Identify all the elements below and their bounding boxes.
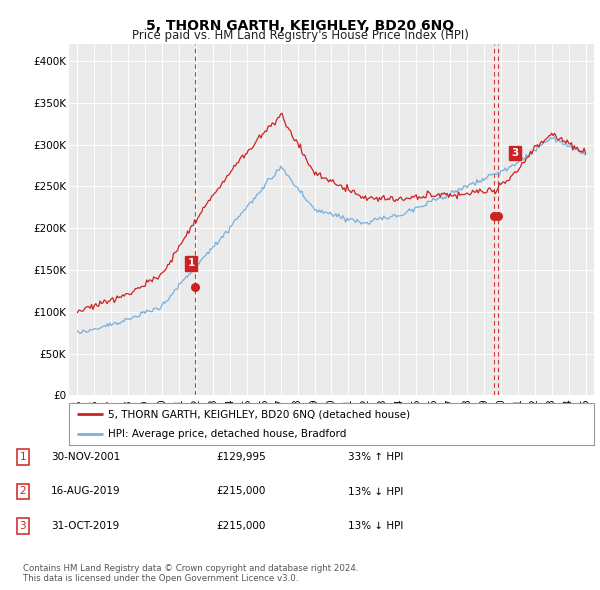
Text: 33% ↑ HPI: 33% ↑ HPI <box>348 453 403 462</box>
Text: Price paid vs. HM Land Registry's House Price Index (HPI): Price paid vs. HM Land Registry's House … <box>131 30 469 42</box>
Text: 3: 3 <box>19 521 26 530</box>
Text: £129,995: £129,995 <box>216 453 266 462</box>
Text: HPI: Average price, detached house, Bradford: HPI: Average price, detached house, Brad… <box>109 429 347 439</box>
Text: 2: 2 <box>19 487 26 496</box>
Text: £215,000: £215,000 <box>216 521 265 530</box>
Text: £215,000: £215,000 <box>216 487 265 496</box>
Text: 1: 1 <box>188 258 195 268</box>
Text: 13% ↓ HPI: 13% ↓ HPI <box>348 487 403 496</box>
Text: 3: 3 <box>511 148 518 158</box>
Text: Contains HM Land Registry data © Crown copyright and database right 2024.
This d: Contains HM Land Registry data © Crown c… <box>23 563 358 583</box>
Text: 5, THORN GARTH, KEIGHLEY, BD20 6NQ (detached house): 5, THORN GARTH, KEIGHLEY, BD20 6NQ (deta… <box>109 409 410 419</box>
Text: 31-OCT-2019: 31-OCT-2019 <box>51 521 119 530</box>
Text: 30-NOV-2001: 30-NOV-2001 <box>51 453 120 462</box>
Text: 13% ↓ HPI: 13% ↓ HPI <box>348 521 403 530</box>
Text: 5, THORN GARTH, KEIGHLEY, BD20 6NQ: 5, THORN GARTH, KEIGHLEY, BD20 6NQ <box>146 19 454 33</box>
Text: 1: 1 <box>19 453 26 462</box>
Text: 16-AUG-2019: 16-AUG-2019 <box>51 487 121 496</box>
